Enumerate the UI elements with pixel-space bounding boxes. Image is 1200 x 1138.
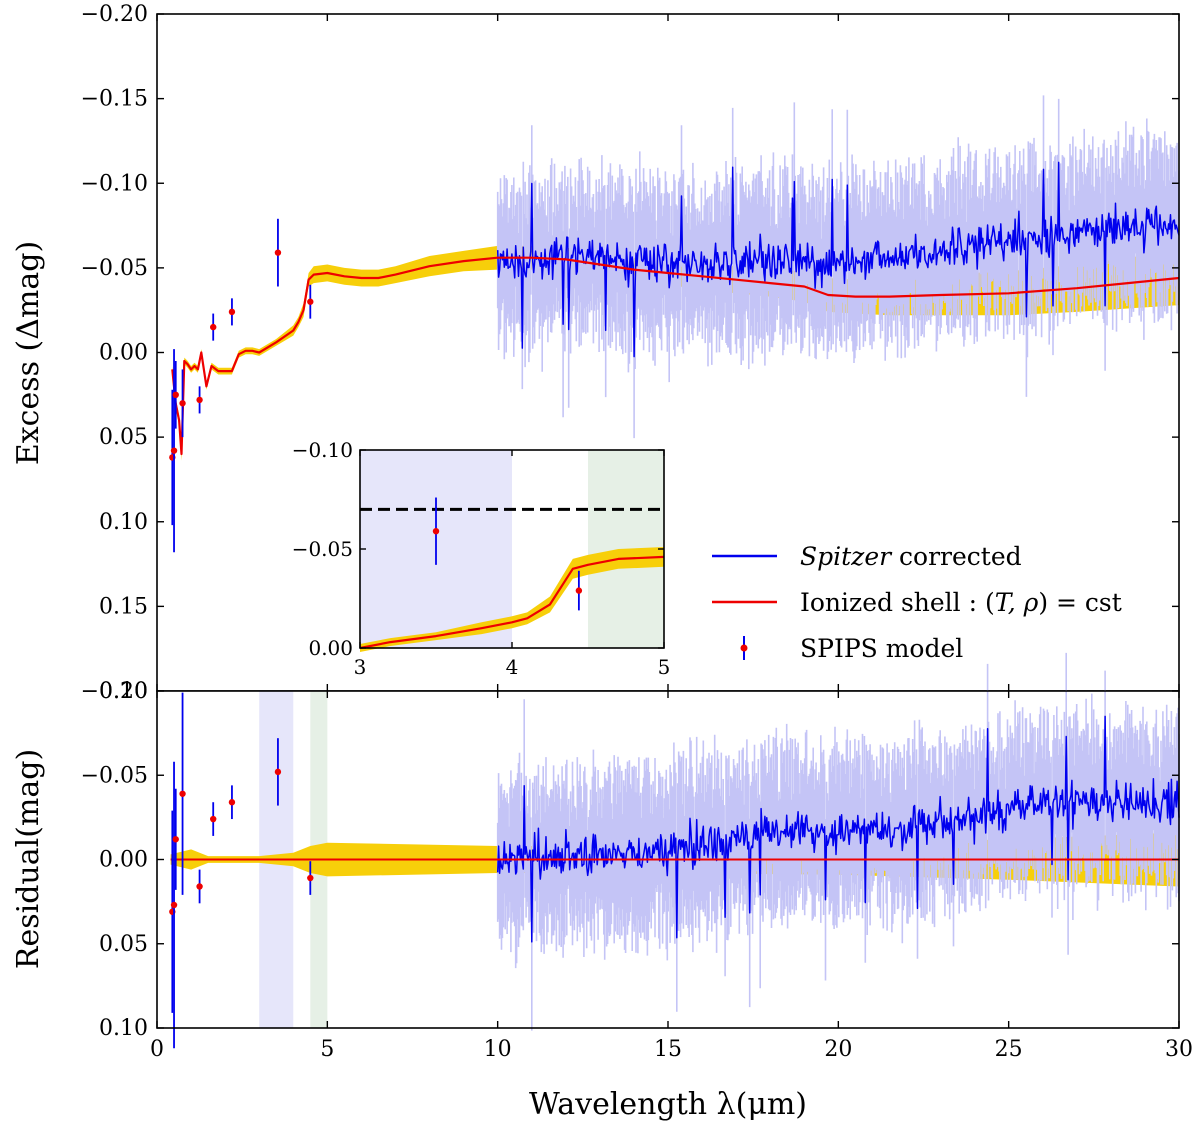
excess-y-tick-label: 0.15 bbox=[99, 594, 148, 619]
inset-y-tick-label: −0.05 bbox=[292, 537, 353, 561]
legend-ionized-shell-label: Ionized shell : (T, ρ) = cst bbox=[800, 588, 1122, 617]
inset-y-tick-label: 0.00 bbox=[308, 636, 353, 660]
legend-spitzer-label: Spitzer corrected bbox=[800, 542, 1022, 571]
residual-spips-model-point bbox=[172, 836, 179, 843]
excess-y-tick-label: 0.00 bbox=[99, 341, 148, 366]
residual-x-tick-label: 25 bbox=[995, 1037, 1023, 1062]
inset-spips-model-point bbox=[575, 587, 583, 594]
excess-panel: −0.20 −0.15 −0.10 −0.05 0.00 0.05 0.10 0.15 0.20… bbox=[11, 2, 1180, 704]
residual-spips-model-point bbox=[170, 901, 178, 909]
residual-x-tick-label: 5 bbox=[320, 1037, 334, 1062]
excess-y-tick-label: 0.05 bbox=[99, 425, 148, 450]
spips-model-point bbox=[179, 400, 186, 407]
residual-spips-model-point bbox=[196, 883, 203, 890]
residual-x-tick-label: 15 bbox=[654, 1037, 682, 1062]
residual-spips-model-point bbox=[228, 799, 236, 806]
residual-x-tick-label: 30 bbox=[1165, 1037, 1193, 1062]
residual-y-axis-label: Residual(mag) bbox=[11, 749, 46, 969]
spitzer-corrected-line bbox=[496, 161, 1180, 358]
spips-model-point bbox=[170, 447, 178, 454]
legend: Spitzer corrected Ionized shell : (T, ρ)… bbox=[712, 542, 1122, 663]
spips-model-point bbox=[196, 396, 203, 404]
inset-x-tick-label: 5 bbox=[658, 655, 671, 679]
residual-y-tick-label: −0.05 bbox=[81, 763, 148, 788]
spips-model-point bbox=[228, 308, 236, 316]
legend-spips-marker bbox=[740, 644, 748, 652]
excess-y-axis-label: Excess (Δmag) bbox=[11, 241, 46, 465]
residual-y-tick-label: 0.00 bbox=[99, 848, 148, 873]
spips-model-point bbox=[172, 391, 179, 399]
residual-panel: 0 5 10 15 20 25 30 −0.10 −0.05 0.00 0.05 0.10 Resid… bbox=[11, 652, 1193, 1122]
residual-spips-model-point bbox=[307, 874, 314, 882]
residual-y-tick-label: 0.10 bbox=[99, 1016, 148, 1041]
residual-spips-model-point bbox=[274, 768, 282, 776]
inset-x-tick-label: 3 bbox=[354, 655, 367, 679]
residual-spips-model-point bbox=[210, 815, 217, 823]
excess-y-tick-label: 0.10 bbox=[99, 510, 148, 535]
residual-y-tick-label: 0.05 bbox=[99, 932, 148, 957]
spips-model-point bbox=[274, 249, 282, 256]
inset-panel: 3 4 5 −0.10 −0.05 0.00 bbox=[292, 438, 671, 679]
inset-ionized-shell-line bbox=[359, 555, 665, 650]
x-axis-label: Wavelength λ(μm) bbox=[529, 1087, 807, 1122]
inset-x-tick-label: 4 bbox=[506, 655, 519, 679]
residual-spips-model-point bbox=[179, 790, 186, 797]
inset-ionized-shell-band bbox=[360, 547, 664, 652]
spips-model-point bbox=[307, 298, 314, 305]
residual-spitzer-line bbox=[496, 715, 1180, 943]
legend-spips-label: SPIPS model bbox=[800, 634, 963, 663]
residual-y-tick-label: −0.10 bbox=[81, 679, 148, 704]
inset-y-tick-label: −0.10 bbox=[292, 438, 353, 462]
excess-y-tick-label: −0.15 bbox=[81, 87, 148, 112]
excess-plot-area bbox=[157, 14, 1179, 691]
excess-y-tick-label: 0.20 bbox=[99, 679, 148, 704]
excess-y-tick-label: −0.20 bbox=[81, 2, 148, 27]
spips-model-point bbox=[210, 323, 217, 331]
residual-x-tick-label: 0 bbox=[150, 1037, 164, 1062]
excess-y-tick-label: −0.10 bbox=[81, 171, 148, 196]
residual-x-tick-label: 10 bbox=[484, 1037, 512, 1062]
residual-x-tick-label: 20 bbox=[824, 1037, 852, 1062]
inset-spips-model-point bbox=[432, 527, 440, 535]
excess-y-tick-label: −0.05 bbox=[81, 256, 148, 281]
ionized-shell-line bbox=[171, 256, 1180, 456]
